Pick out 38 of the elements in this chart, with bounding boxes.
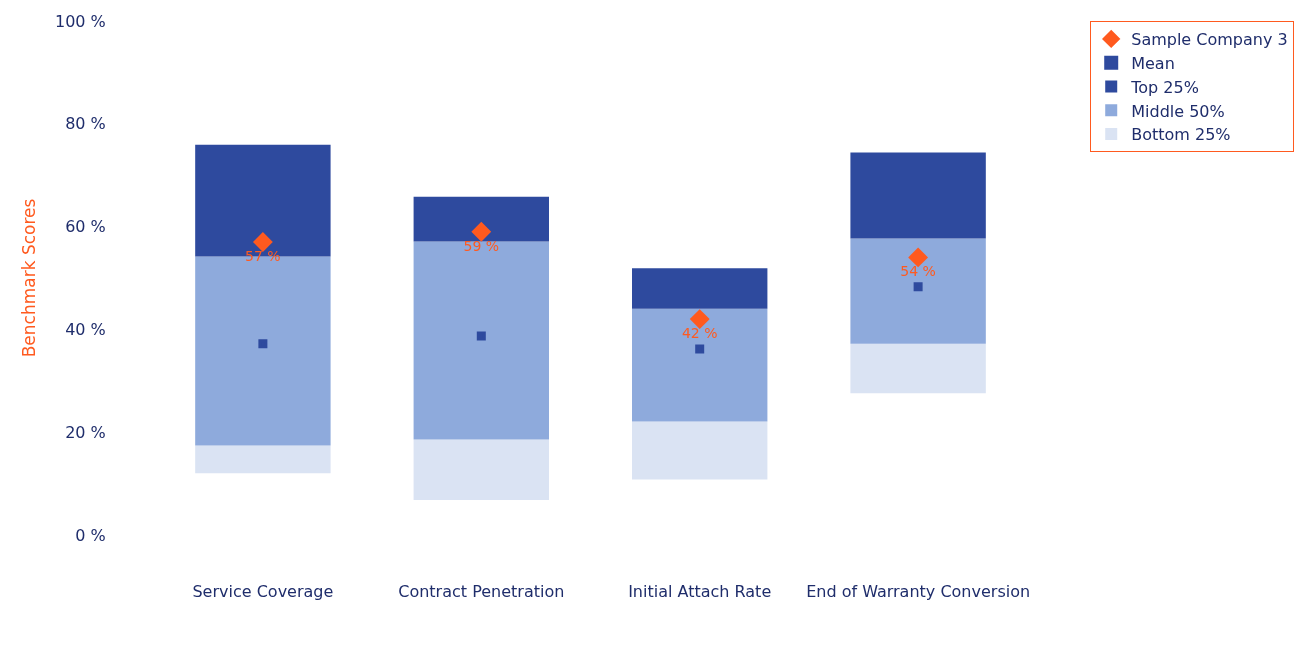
bar	[632, 268, 768, 309]
point	[258, 339, 268, 349]
y-axis-title: Benchmark Scores	[18, 198, 39, 358]
bar	[850, 238, 986, 344]
legend-label: Top 25%	[1130, 77, 1199, 97]
y-tick-label: 60 %	[65, 217, 106, 237]
data-label: 57 %	[245, 248, 281, 265]
legend-label: Mean	[1131, 53, 1175, 73]
legend-label: Middle 50%	[1131, 101, 1225, 121]
x-tick-label: End of Warranty Conversion	[806, 582, 1031, 601]
bar	[413, 241, 549, 440]
point	[695, 344, 705, 354]
x-tick-label: Contract Penetration	[398, 582, 565, 601]
x-tick-label: Initial Attach Rate	[628, 582, 772, 601]
bar	[632, 421, 768, 480]
data-label: 54 %	[900, 263, 936, 280]
legend-label: Sample Company 3	[1131, 30, 1288, 50]
point	[913, 282, 923, 292]
y-tick-label: 0 %	[75, 525, 106, 545]
point	[908, 248, 928, 267]
point	[690, 309, 709, 329]
bar	[195, 445, 331, 474]
point	[476, 331, 486, 341]
y-tick-label: 100 %	[54, 11, 106, 31]
data-label: 59 %	[463, 237, 500, 254]
bar	[413, 196, 549, 242]
data-label: 42 %	[681, 325, 718, 342]
bar	[413, 439, 549, 501]
point	[472, 222, 491, 242]
bar	[632, 308, 768, 422]
legend-label: Bottom 25%	[1131, 125, 1231, 145]
x-tick-label: Service Coverage	[192, 582, 334, 601]
y-tick-label: 80 %	[65, 114, 106, 134]
bar	[850, 152, 986, 239]
y-tick-label: 20 %	[65, 422, 106, 442]
bar	[850, 343, 986, 394]
y-tick-label: 40 %	[65, 320, 106, 339]
point	[253, 232, 273, 252]
